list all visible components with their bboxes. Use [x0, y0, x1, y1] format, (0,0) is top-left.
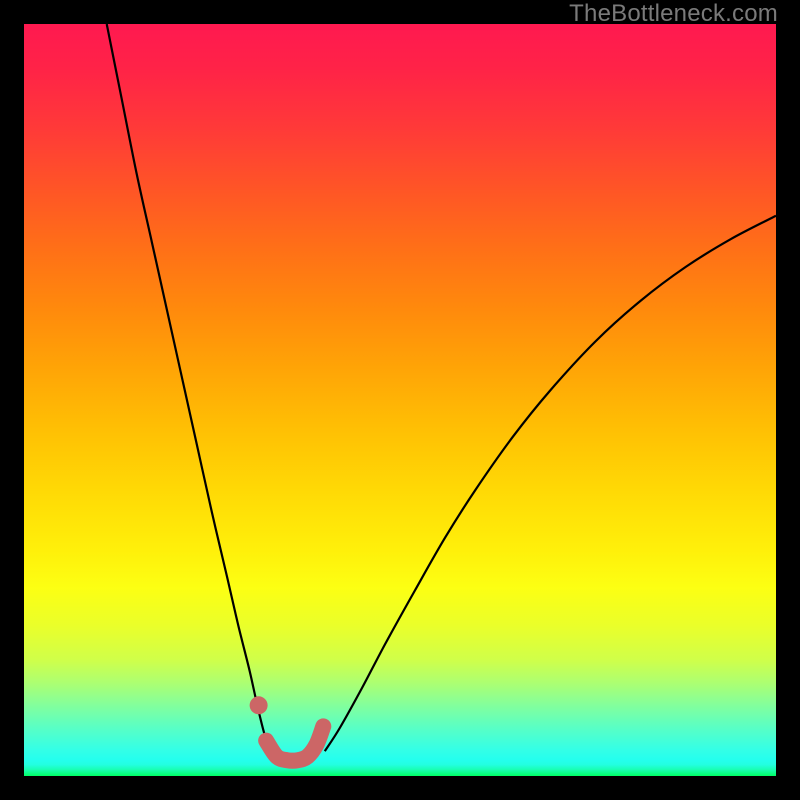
highlight-dot	[250, 696, 268, 714]
plot-area	[24, 24, 776, 776]
stage: TheBottleneck.com	[0, 0, 800, 800]
gradient-background	[24, 24, 776, 776]
watermark-text: TheBottleneck.com	[569, 0, 778, 28]
plot-svg	[24, 24, 776, 776]
